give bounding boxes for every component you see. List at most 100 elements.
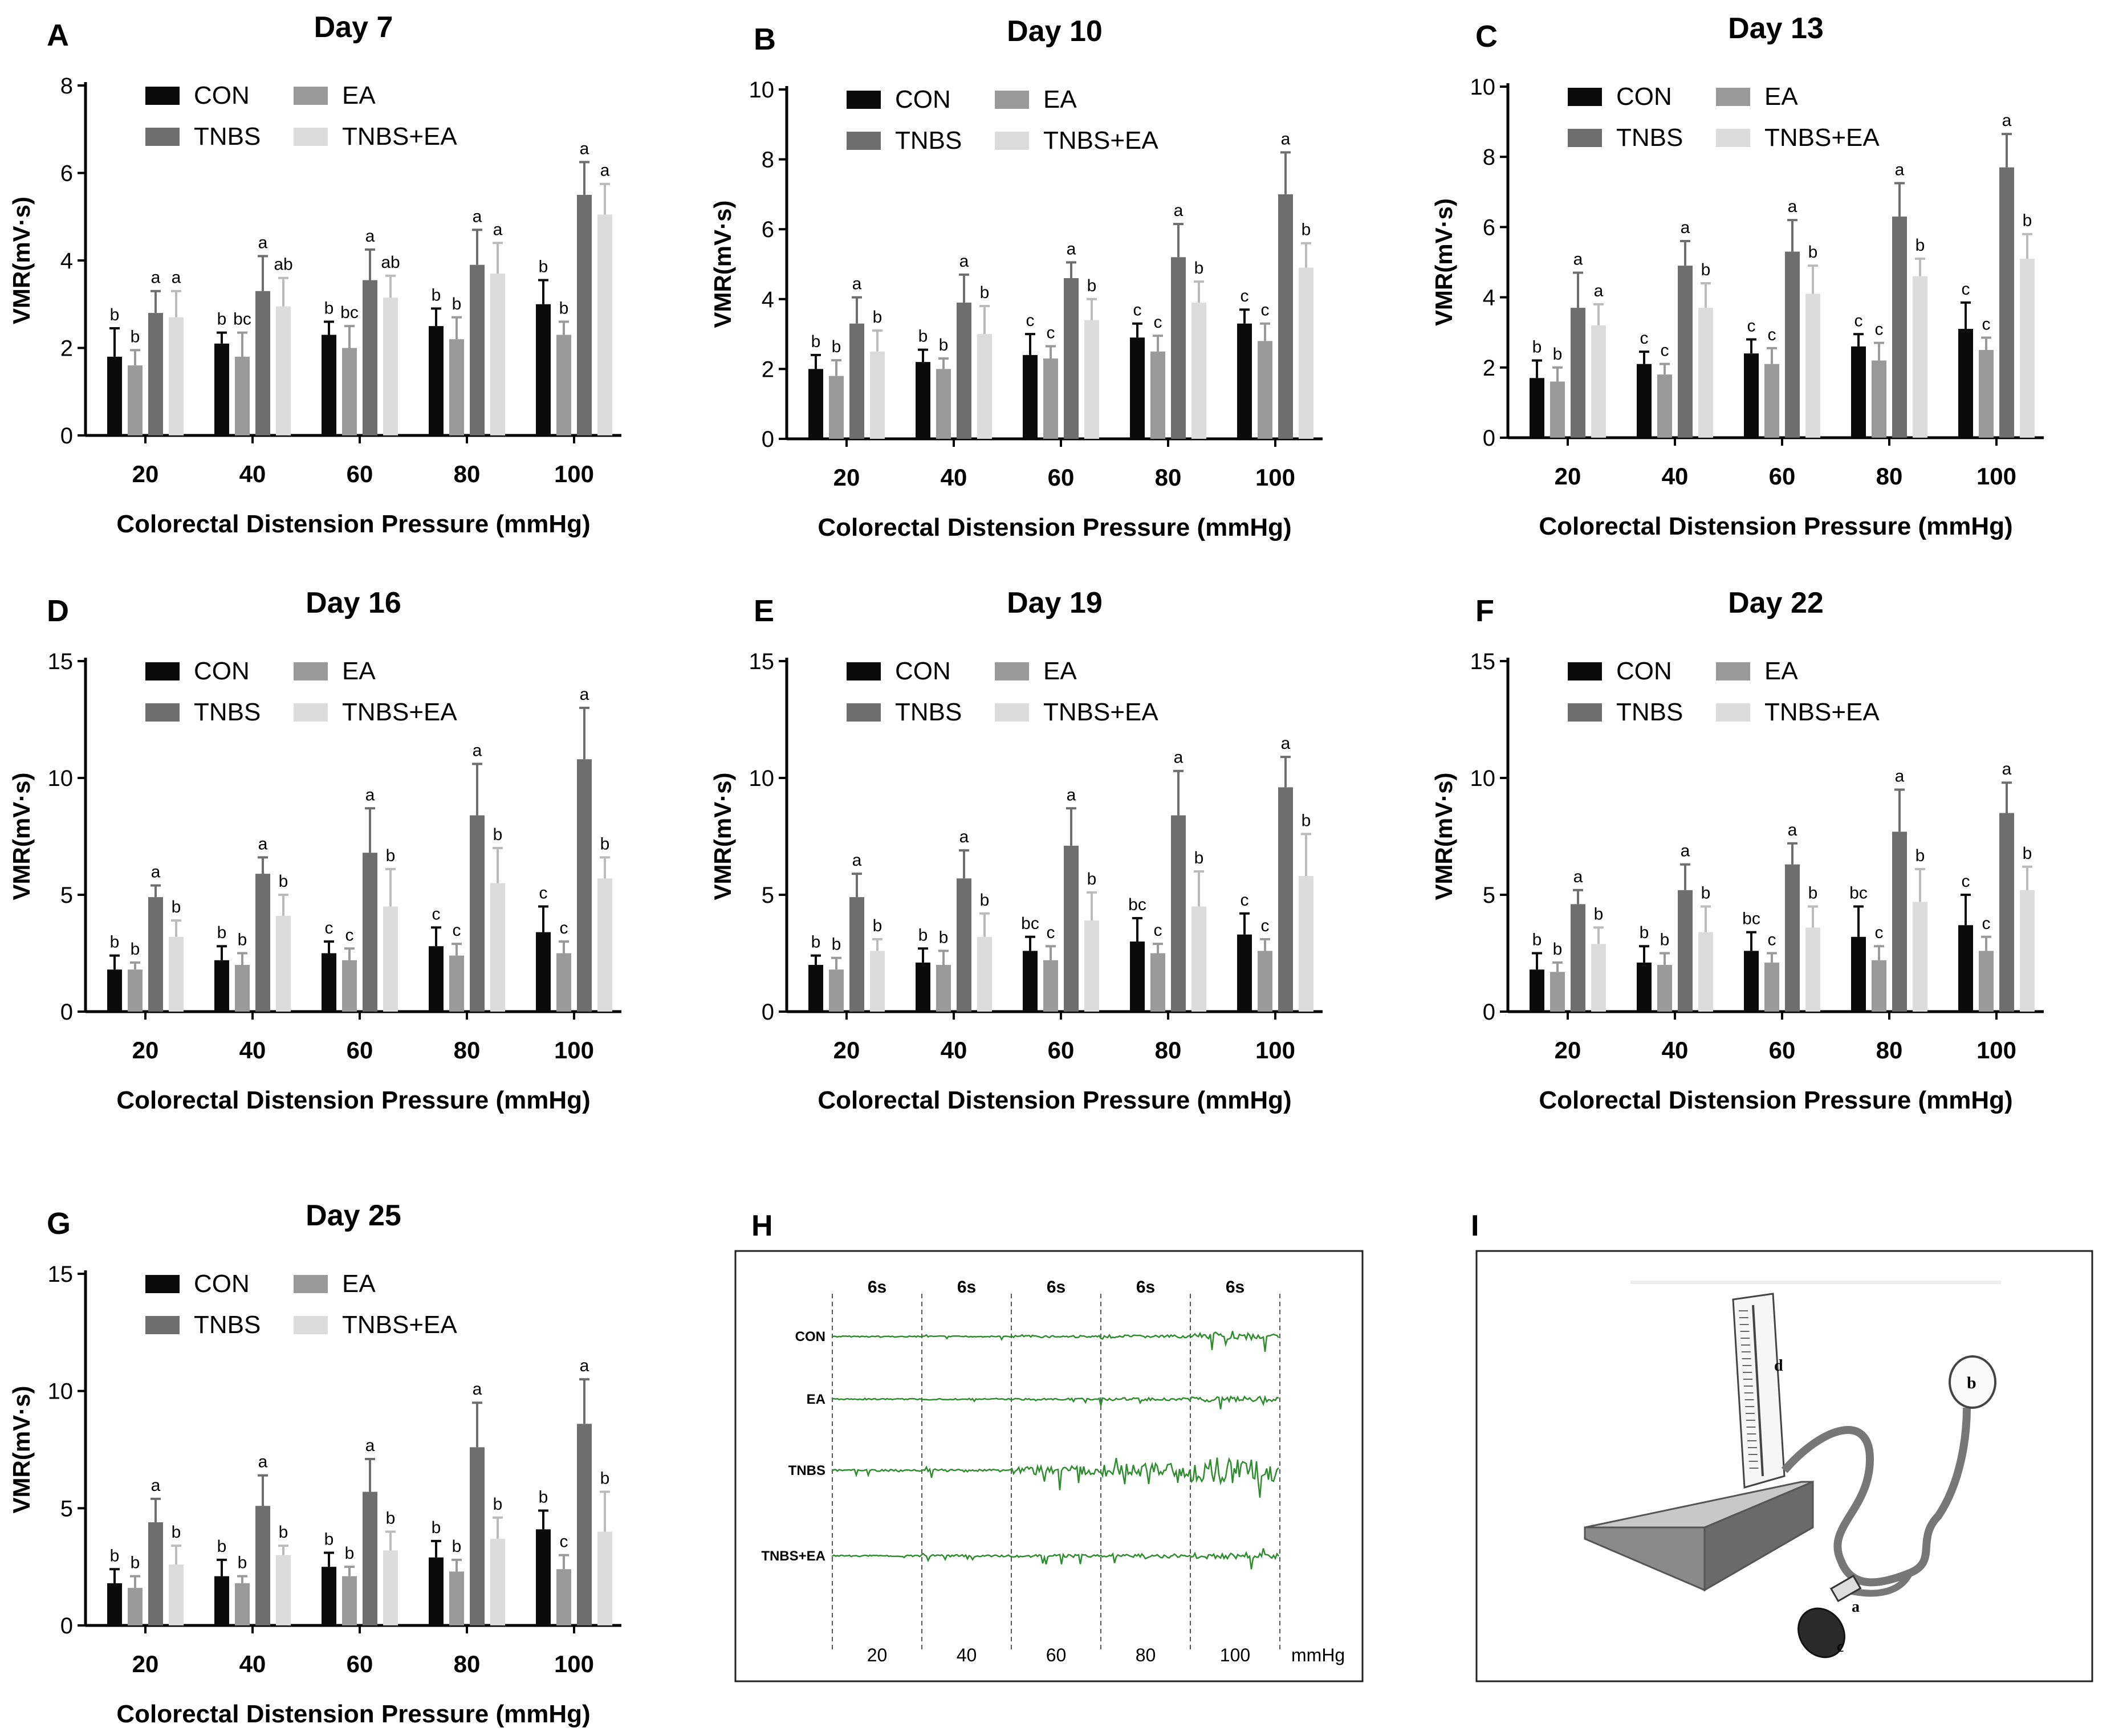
balloon — [1949, 1355, 1996, 1409]
significance-label: b — [2023, 211, 2032, 230]
bar-con-100 — [1237, 934, 1252, 1012]
significance-label: a — [1895, 767, 1905, 786]
significance-label: b — [1087, 870, 1097, 889]
y-axis-label: VMR(mV·s) — [709, 200, 736, 328]
significance-label: b — [600, 1469, 610, 1488]
legend-label: EA — [1043, 85, 1077, 113]
y-tick-label: 6 — [762, 217, 774, 242]
legend-label: TNBS — [1616, 698, 1683, 726]
bar-ea-20 — [1550, 972, 1565, 1012]
pressure-label: 100 — [1220, 1645, 1250, 1665]
bar-ea-80 — [1150, 351, 1165, 439]
significance-label: b — [324, 299, 334, 317]
significance-label: b — [939, 336, 949, 354]
pump-bulb — [1797, 1607, 1845, 1658]
y-tick-label: 10 — [48, 766, 74, 791]
legend-swatch — [1568, 703, 1602, 722]
bar-con-100 — [1958, 925, 1973, 1012]
significance-label: a — [1788, 821, 1797, 840]
bar-tnbs-ea-80 — [490, 274, 505, 435]
significance-label: a — [959, 828, 969, 846]
significance-label: c — [1640, 329, 1649, 348]
y-tick-label: 5 — [60, 1496, 73, 1521]
y-tick-label: 5 — [60, 883, 73, 908]
bar-tnbs-ea-100 — [2020, 258, 2035, 438]
bar-ea-60 — [342, 348, 357, 435]
emg-trace — [831, 1395, 1279, 1409]
legend-label: CON — [1616, 83, 1672, 111]
significance-label: b — [539, 258, 548, 276]
bar-tnbs-100 — [1278, 787, 1293, 1012]
significance-label: b — [1302, 811, 1311, 830]
significance-label: b — [539, 1488, 548, 1506]
x-tick-label: 100 — [554, 1651, 594, 1677]
x-axis-label: Colorectal Distension Pressure (mmHg) — [116, 1086, 590, 1114]
y-tick-label: 6 — [60, 161, 73, 186]
bar-tnbs-60 — [1785, 864, 1800, 1012]
significance-label: a — [2002, 760, 2012, 779]
significance-label: c — [1261, 916, 1270, 935]
bar-con-20 — [1530, 378, 1544, 438]
x-tick-label: 80 — [454, 1651, 481, 1677]
x-tick-label: 20 — [1555, 1037, 1581, 1063]
bar-tnbs-20 — [148, 313, 163, 435]
x-axis-label: Colorectal Distension Pressure (mmHg) — [116, 510, 590, 538]
bar-tnbs-ea-20 — [870, 351, 885, 439]
bar-con-80 — [429, 1557, 444, 1625]
x-tick-label: 40 — [941, 1037, 967, 1063]
x-tick-label: 100 — [1255, 1037, 1295, 1063]
x-tick-label: 100 — [554, 1037, 594, 1063]
bar-ea-80 — [449, 1571, 464, 1625]
y-tick-label: 10 — [1470, 75, 1496, 100]
bar-ea-40 — [1657, 374, 1672, 438]
bar-con-60 — [1023, 951, 1038, 1012]
panel-letter-h: H — [751, 1209, 773, 1242]
significance-label: a — [580, 1356, 589, 1375]
significance-label: c — [1768, 931, 1776, 949]
segment-duration-label: 6s — [868, 1278, 886, 1297]
bar-tnbs-ea-40 — [276, 306, 291, 435]
segment-duration-label: 6s — [1136, 1278, 1155, 1297]
y-tick-label: 6 — [1483, 215, 1495, 240]
significance-label: c — [432, 904, 441, 923]
bar-ea-40 — [936, 965, 951, 1012]
bar-ea-20 — [829, 969, 844, 1012]
y-axis-label: VMR(mV·s) — [1430, 772, 1457, 900]
y-axis-label: VMR(mV·s) — [1430, 198, 1457, 326]
y-axis-label: VMR(mV·s) — [8, 197, 35, 324]
bar-tnbs-100 — [577, 194, 592, 435]
significance-label: bc — [1742, 910, 1760, 928]
bar-tnbs-ea-20 — [169, 1564, 184, 1625]
y-tick-label: 5 — [1483, 883, 1495, 908]
significance-label: b — [172, 1523, 181, 1542]
significance-label: b — [279, 1523, 288, 1542]
bar-ea-80 — [449, 339, 464, 435]
legend-label: TNBS+EA — [1043, 698, 1158, 726]
x-tick-label: 60 — [347, 1037, 373, 1063]
bar-tnbs-40 — [255, 291, 270, 435]
x-tick-label: 40 — [1662, 1037, 1689, 1063]
bar-tnbs-ea-60 — [1805, 927, 1820, 1012]
bar-ea-20 — [128, 365, 143, 435]
significance-label: c — [1047, 324, 1055, 343]
bar-con-100 — [536, 304, 551, 435]
significance-label: a — [1281, 129, 1291, 148]
y-tick-label: 0 — [60, 423, 73, 449]
bar-tnbs-80 — [470, 264, 485, 435]
legend-label: TNBS+EA — [1043, 127, 1158, 154]
legend-label: CON — [194, 81, 250, 109]
bar-tnbs-ea-40 — [1698, 308, 1713, 438]
bar-con-40 — [916, 362, 930, 439]
x-axis-label: Colorectal Distension Pressure (mmHg) — [818, 1086, 1291, 1114]
bar-tnbs-40 — [957, 878, 971, 1012]
significance-label: b — [1532, 931, 1542, 949]
chart-title: Day 7 — [314, 11, 393, 44]
emg-trace — [831, 1457, 1279, 1498]
bar-tnbs-100 — [577, 759, 592, 1012]
bar-con-60 — [322, 1567, 336, 1625]
bar-tnbs-100 — [1999, 167, 2014, 438]
legend-swatch — [1716, 129, 1750, 147]
y-tick-label: 10 — [48, 1379, 74, 1404]
